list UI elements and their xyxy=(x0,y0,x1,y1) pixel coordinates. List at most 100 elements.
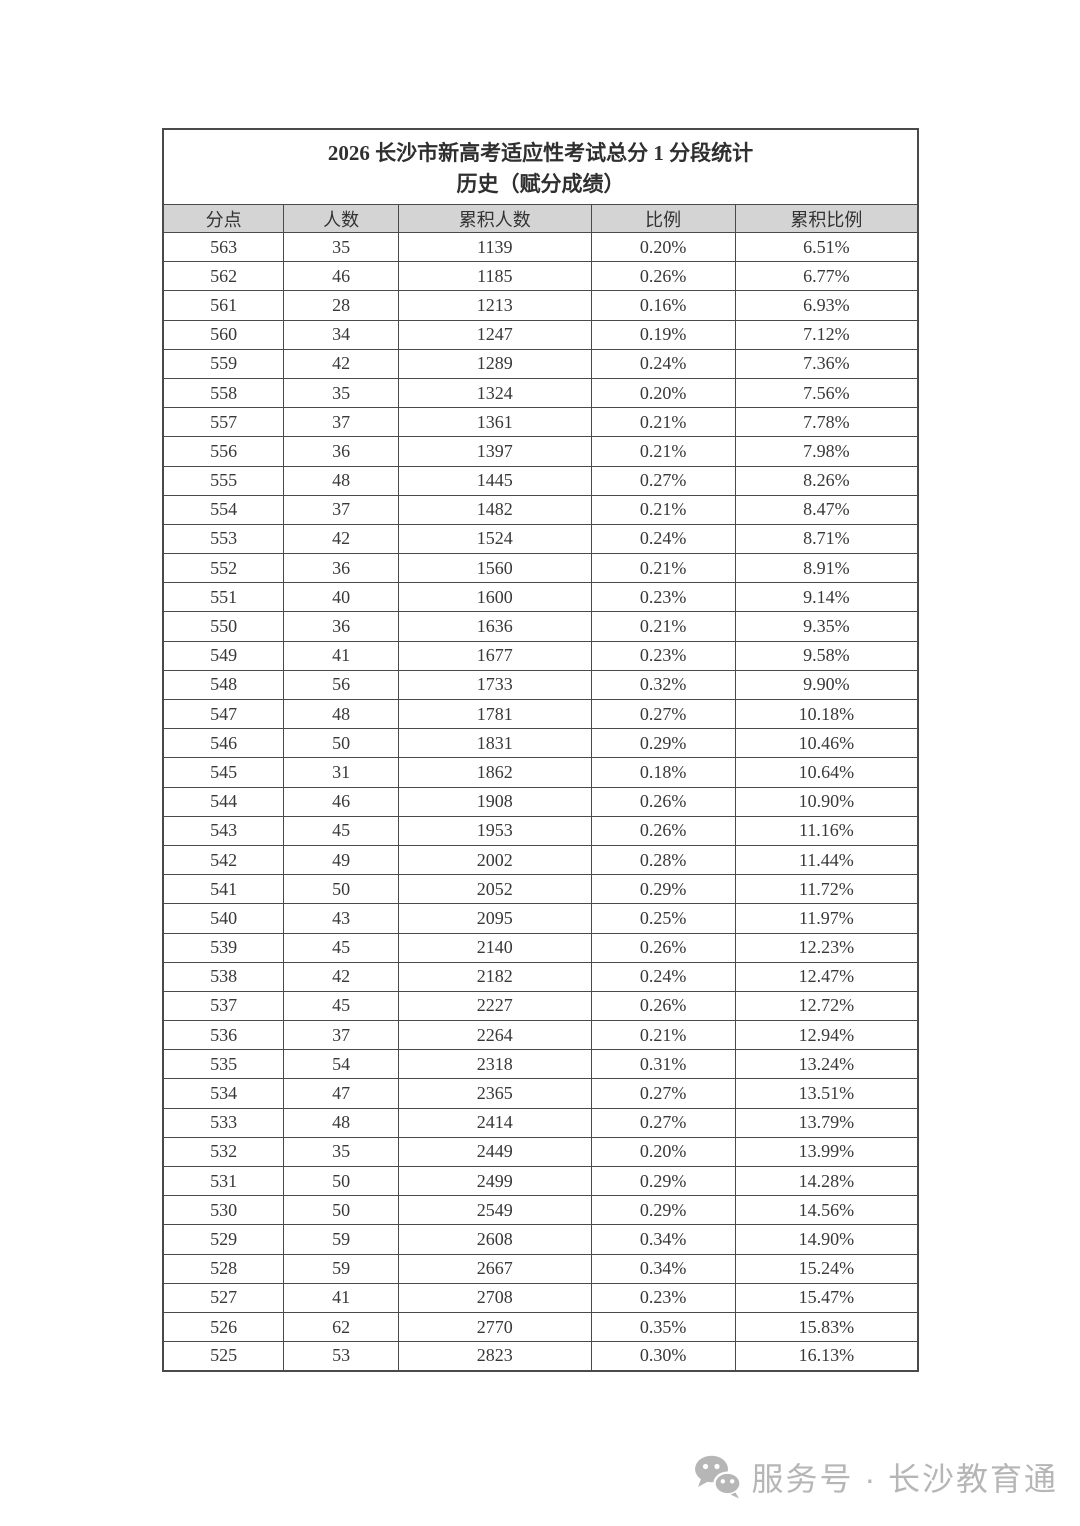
cell-ratio: 0.18% xyxy=(590,757,736,788)
cell-ratio: 0.28% xyxy=(590,844,736,876)
cell-cumulative-count: 2140 xyxy=(398,932,592,963)
cell-cumulative-ratio: 11.44% xyxy=(734,844,919,876)
cell-ratio: 0.35% xyxy=(590,1311,736,1343)
cell-cumulative-count: 2052 xyxy=(398,874,592,905)
cell-ratio: 0.21% xyxy=(590,553,736,584)
cell-cumulative-ratio: 12.47% xyxy=(734,961,919,992)
cell-score: 553 xyxy=(162,523,285,555)
score-distribution-sheet: 2026 长沙市新高考适应性考试总分 1 分段统计 历史（赋分成绩） 分点 人数… xyxy=(162,128,919,1372)
cell-cumulative-ratio: 7.56% xyxy=(734,377,919,409)
cell-score: 543 xyxy=(162,815,285,846)
cell-score: 529 xyxy=(162,1224,285,1255)
cell-ratio: 0.21% xyxy=(590,494,736,525)
table-row: 547 48 1781 0.27% 10.18% xyxy=(162,698,919,730)
cell-cumulative-count: 1600 xyxy=(398,582,592,613)
cell-score: 547 xyxy=(162,698,285,730)
cell-cumulative-count: 1831 xyxy=(398,728,592,759)
table-row: 543 45 1953 0.26% 11.16% xyxy=(162,815,919,846)
cell-count: 46 xyxy=(283,786,400,817)
cell-ratio: 0.21% xyxy=(590,1020,736,1051)
table-row: 539 45 2140 0.26% 12.23% xyxy=(162,932,919,963)
cell-cumulative-ratio: 14.28% xyxy=(734,1165,919,1197)
cell-ratio: 0.29% xyxy=(590,1195,736,1226)
cell-count: 37 xyxy=(283,494,400,525)
cell-cumulative-ratio: 14.90% xyxy=(734,1224,919,1255)
table-title: 2026 长沙市新高考适应性考试总分 1 分段统计 历史（赋分成绩） xyxy=(162,128,919,205)
cell-cumulative-count: 2608 xyxy=(398,1224,592,1255)
cell-score: 555 xyxy=(162,465,285,496)
cell-count: 54 xyxy=(283,1049,400,1080)
cell-ratio: 0.21% xyxy=(590,407,736,438)
table-row: 561 28 1213 0.16% 6.93% xyxy=(162,290,919,321)
cell-ratio: 0.30% xyxy=(590,1341,736,1372)
cell-count: 36 xyxy=(283,553,400,584)
column-header-row: 分点 人数 累积人数 比例 累积比例 xyxy=(162,204,919,233)
cell-cumulative-ratio: 9.14% xyxy=(734,582,919,613)
cell-count: 46 xyxy=(283,261,400,292)
cell-count: 37 xyxy=(283,407,400,438)
cell-score: 537 xyxy=(162,990,285,1022)
cell-count: 35 xyxy=(283,377,400,409)
cell-cumulative-count: 1213 xyxy=(398,290,592,321)
cell-cumulative-ratio: 8.91% xyxy=(734,553,919,584)
table-row: 558 35 1324 0.20% 7.56% xyxy=(162,377,919,409)
cell-score: 525 xyxy=(162,1341,285,1372)
cell-count: 50 xyxy=(283,728,400,759)
cell-cumulative-count: 2182 xyxy=(398,961,592,992)
cell-score: 546 xyxy=(162,728,285,759)
cell-cumulative-count: 1247 xyxy=(398,319,592,350)
cell-ratio: 0.26% xyxy=(590,932,736,963)
cell-count: 36 xyxy=(283,436,400,467)
cell-ratio: 0.34% xyxy=(590,1224,736,1255)
cell-count: 47 xyxy=(283,1078,400,1109)
cell-cumulative-count: 1781 xyxy=(398,698,592,730)
cell-count: 48 xyxy=(283,1107,400,1138)
cell-ratio: 0.27% xyxy=(590,1107,736,1138)
cell-count: 35 xyxy=(283,231,400,263)
cell-cumulative-ratio: 9.58% xyxy=(734,640,919,671)
cell-cumulative-count: 1953 xyxy=(398,815,592,846)
cell-count: 53 xyxy=(283,1341,400,1372)
cell-count: 50 xyxy=(283,1165,400,1197)
cell-ratio: 0.24% xyxy=(590,961,736,992)
table-row: 545 31 1862 0.18% 10.64% xyxy=(162,757,919,788)
cell-ratio: 0.20% xyxy=(590,231,736,263)
cell-cumulative-ratio: 9.90% xyxy=(734,669,919,701)
cell-cumulative-count: 1862 xyxy=(398,757,592,788)
cell-ratio: 0.26% xyxy=(590,815,736,846)
table-row: 544 46 1908 0.26% 10.90% xyxy=(162,786,919,817)
table-row: 541 50 2052 0.29% 11.72% xyxy=(162,874,919,905)
cell-ratio: 0.21% xyxy=(590,611,736,642)
cell-score: 538 xyxy=(162,961,285,992)
table-title-line1: 2026 长沙市新高考适应性考试总分 1 分段统计 xyxy=(327,140,754,165)
cell-score: 552 xyxy=(162,553,285,584)
cell-count: 62 xyxy=(283,1311,400,1343)
cell-cumulative-ratio: 16.13% xyxy=(734,1341,919,1372)
cell-count: 36 xyxy=(283,611,400,642)
cell-ratio: 0.25% xyxy=(590,903,736,934)
cell-ratio: 0.20% xyxy=(590,377,736,409)
cell-count: 59 xyxy=(283,1224,400,1255)
cell-cumulative-ratio: 8.71% xyxy=(734,523,919,555)
cell-cumulative-ratio: 12.94% xyxy=(734,1020,919,1051)
column-header-score: 分点 xyxy=(162,204,285,233)
cell-cumulative-ratio: 11.16% xyxy=(734,815,919,846)
cell-cumulative-ratio: 13.24% xyxy=(734,1049,919,1080)
score-distribution-table: 2026 长沙市新高考适应性考试总分 1 分段统计 历史（赋分成绩） 分点 人数… xyxy=(162,128,919,1372)
cell-score: 554 xyxy=(162,494,285,525)
cell-ratio: 0.21% xyxy=(590,436,736,467)
cell-score: 561 xyxy=(162,290,285,321)
cell-cumulative-count: 2227 xyxy=(398,990,592,1022)
cell-score: 541 xyxy=(162,874,285,905)
table-row: 526 62 2770 0.35% 15.83% xyxy=(162,1311,919,1343)
table-row: 534 47 2365 0.27% 13.51% xyxy=(162,1078,919,1109)
cell-ratio: 0.27% xyxy=(590,1078,736,1109)
table-row: 563 35 1139 0.20% 6.51% xyxy=(162,231,919,263)
cell-score: 535 xyxy=(162,1049,285,1080)
cell-ratio: 0.26% xyxy=(590,990,736,1022)
cell-cumulative-count: 1139 xyxy=(398,231,592,263)
cell-cumulative-ratio: 6.77% xyxy=(734,261,919,292)
cell-score: 536 xyxy=(162,1020,285,1051)
cell-cumulative-ratio: 11.72% xyxy=(734,874,919,905)
table-row: 540 43 2095 0.25% 11.97% xyxy=(162,903,919,934)
